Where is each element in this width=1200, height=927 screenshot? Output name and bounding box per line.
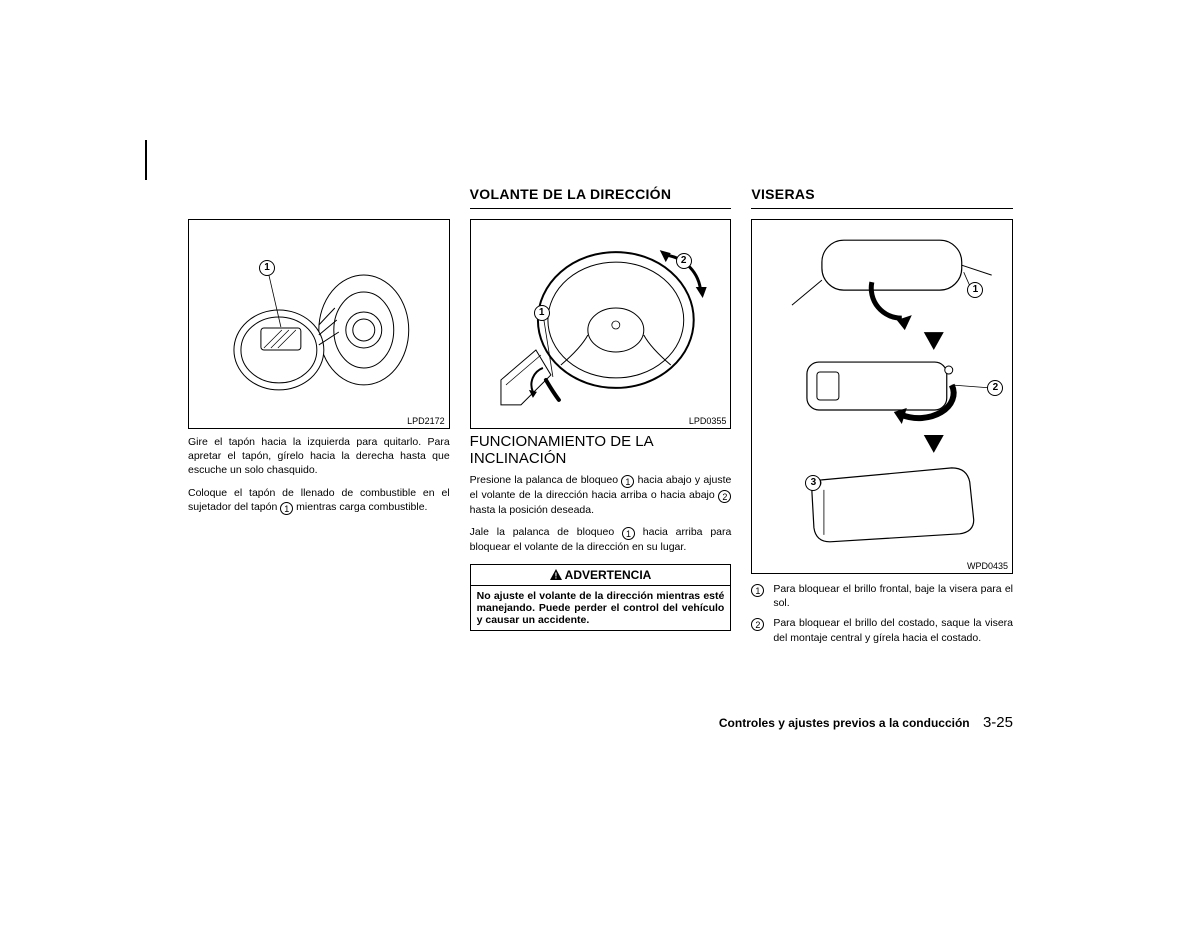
body-text-col2: Presione la palanca de bloqueo 1 hacia a… (470, 473, 732, 554)
page-footer: Controles y ajustes previos a la conducc… (473, 714, 1013, 731)
figure-visors: 1 2 3 WPD0435 (751, 219, 1013, 574)
divider (470, 208, 732, 209)
crop-mark (145, 140, 147, 180)
list-item: 2 Para bloquear el brillo del costado, s… (751, 616, 1013, 644)
figure-code: LPD2172 (407, 416, 445, 426)
callout-1: 1 (259, 260, 275, 276)
column-1: . (188, 186, 450, 651)
list-number-2: 2 (751, 618, 764, 631)
paragraph: Jale la palanca de bloqueo 1 hacia arrib… (470, 525, 732, 554)
column-2: VOLANTE DE LA DIRECCIÓN (470, 186, 732, 651)
figure-fuel-cap: 1 LPD2172 (188, 219, 450, 429)
warning-body: No ajuste el volante de la dirección mie… (471, 586, 731, 630)
footer-section-label: Controles y ajustes previos a la conducc… (719, 716, 970, 730)
svg-text:!: ! (554, 572, 557, 581)
callout-2: 2 (676, 253, 692, 269)
warning-title: !ADVERTENCIA (471, 565, 731, 586)
visors-illustration (752, 220, 1012, 573)
section-title-visors: VISERAS (751, 186, 1013, 202)
numbered-list: 1 Para bloquear el brillo frontal, baje … (751, 582, 1013, 645)
list-item: 1 Para bloquear el brillo frontal, baje … (751, 582, 1013, 610)
body-text-col1: Gire el tapón hacia la izquierda para qu… (188, 435, 450, 515)
fuel-cap-illustration (189, 220, 449, 428)
list-text: Para bloquear el brillo frontal, baje la… (773, 582, 1013, 610)
list-number-1: 1 (751, 584, 764, 597)
paragraph: Coloque el tapón de llenado de combustib… (188, 486, 450, 515)
figure-steering: 1 2 LPD0355 (470, 219, 732, 429)
columns: . (188, 186, 1013, 651)
subheading-tilt: FUNCIONAMIENTO DE LA INCLINACIÓN (470, 433, 732, 467)
callout-1: 1 (534, 305, 550, 321)
list-text: Para bloquear el brillo del costado, saq… (773, 616, 1013, 644)
figure-code: WPD0435 (967, 561, 1008, 571)
page-content: . (188, 186, 1013, 651)
divider (751, 208, 1013, 209)
paragraph: Presione la palanca de bloqueo 1 hacia a… (470, 473, 732, 517)
manual-page: . (0, 0, 1200, 927)
warning-icon: ! (550, 569, 562, 580)
paragraph: Gire el tapón hacia la izquierda para qu… (188, 435, 450, 478)
section-title-steering: VOLANTE DE LA DIRECCIÓN (470, 186, 732, 202)
steering-illustration (471, 220, 731, 428)
page-number: 3-25 (983, 714, 1013, 731)
inline-callout-1: 1 (280, 502, 293, 515)
warning-box: !ADVERTENCIA No ajuste el volante de la … (470, 564, 732, 631)
column-3: VISERAS (751, 186, 1013, 651)
figure-code: LPD0355 (689, 416, 727, 426)
